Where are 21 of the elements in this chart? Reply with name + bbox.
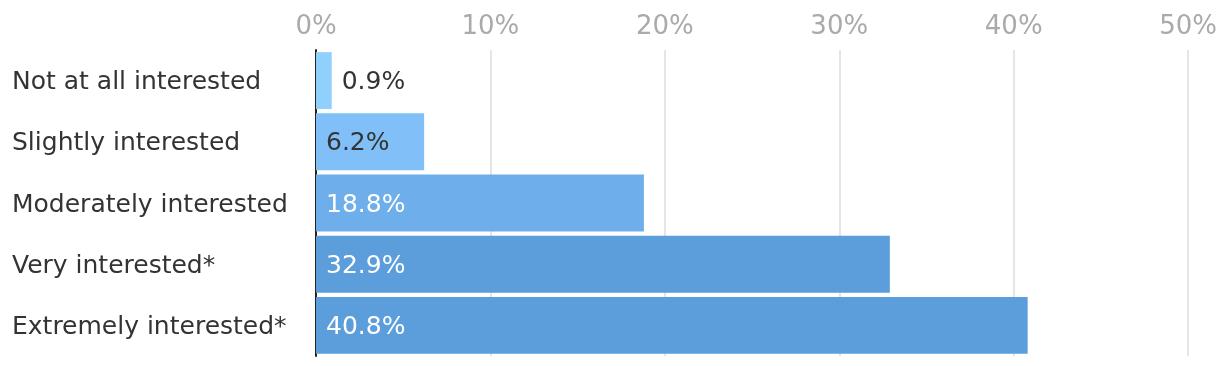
y-tick-label: Slightly interested <box>12 127 241 157</box>
y-tick-label: Very interested* <box>12 249 216 279</box>
y-tick-label: Extremely interested* <box>12 310 287 340</box>
data-label: 32.9% <box>326 249 406 279</box>
bar <box>316 174 644 232</box>
bar <box>316 113 425 171</box>
y-tick-label: Not at all interested <box>12 66 262 96</box>
data-label: 6.2% <box>326 127 390 157</box>
x-tick-label: 40% <box>984 10 1043 40</box>
bar <box>316 235 890 293</box>
x-tick-label: 30% <box>810 10 869 40</box>
data-label: 18.8% <box>326 188 406 218</box>
x-tick-label: 0% <box>295 10 337 40</box>
bar <box>316 52 332 110</box>
data-label: 40.8% <box>326 310 406 340</box>
bar <box>316 296 1028 354</box>
x-tick-label: 50% <box>1159 10 1217 40</box>
x-tick-label: 20% <box>635 10 694 40</box>
x-tick-label: 10% <box>461 10 520 40</box>
data-label: 0.9% <box>341 66 406 96</box>
y-tick-label: Moderately interested <box>12 188 288 218</box>
